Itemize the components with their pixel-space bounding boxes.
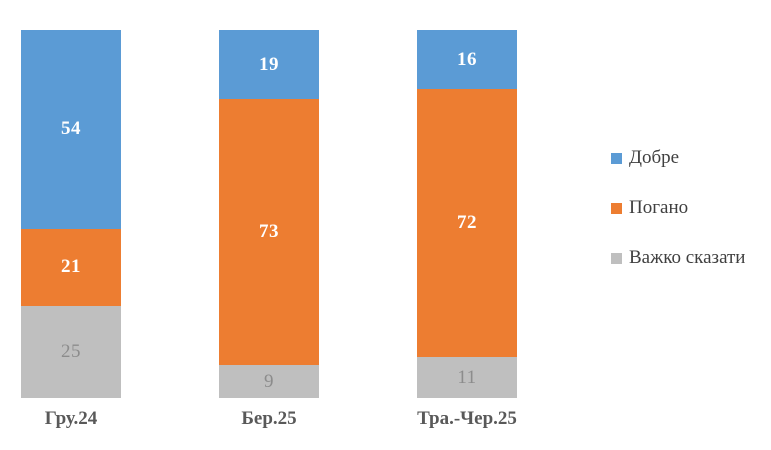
legend-label-vazhko: Важко сказати (629, 247, 746, 268)
bar-column-3: 16 72 11 (417, 30, 517, 398)
data-label: 73 (259, 221, 279, 243)
legend-label-dobre: Добре (629, 147, 680, 168)
legend-label-pohano: Погано (629, 197, 689, 218)
data-label: 11 (457, 366, 477, 388)
legend: Добре Погано Важко сказати (611, 133, 745, 283)
bar-segment: 21 (21, 228, 121, 306)
category-label: Тра.-Чер.25 (417, 408, 517, 429)
category-label: Бер.25 (241, 408, 297, 429)
legend-swatch-dobre (611, 152, 622, 164)
bar-segment: 16 (417, 30, 517, 90)
legend-item-vazhko: Важко сказати (611, 233, 745, 283)
legend-item-pohano: Погано (611, 183, 745, 233)
data-label: 21 (61, 256, 81, 278)
data-label: 16 (457, 48, 477, 70)
category-label: Гру.24 (44, 408, 98, 429)
bar-segment: 54 (21, 30, 121, 229)
bar-segment: 73 (219, 99, 319, 366)
data-label: 72 (457, 212, 477, 234)
data-label: 19 (259, 53, 279, 75)
x-axis: Гру.24 Бер.25 Тра.-Чер.25 (0, 408, 560, 436)
data-label: 25 (61, 340, 81, 362)
bar-column-2: 19 73 9 (219, 30, 319, 398)
legend-swatch-vazhko (611, 252, 622, 264)
bar-segment: 9 (219, 365, 319, 398)
bar-segment: 19 (219, 30, 319, 100)
plot-area: 54 21 25 19 73 9 16 72 11 (0, 30, 560, 398)
legend-swatch-pohano (611, 202, 622, 214)
bar-column-1: 54 21 25 (21, 30, 121, 398)
bar-segment: 72 (417, 89, 517, 358)
data-label: 9 (264, 370, 274, 392)
bar-segment: 25 (21, 305, 121, 398)
legend-item-dobre: Добре (611, 133, 745, 183)
data-label: 54 (61, 118, 81, 140)
bar-segment: 11 (417, 357, 517, 398)
